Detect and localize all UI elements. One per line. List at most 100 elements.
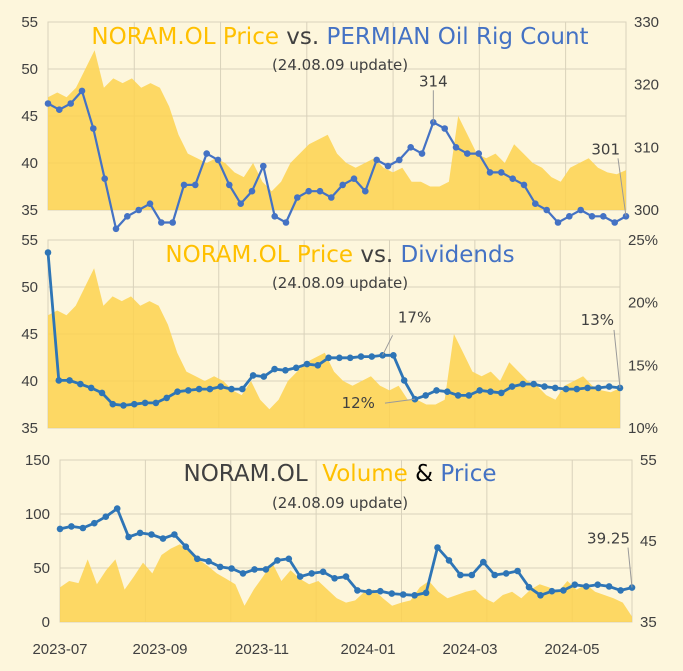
- data-point: [159, 535, 167, 542]
- chart-subtitle-2: (24.08.09 update): [272, 274, 408, 292]
- data-point: [228, 565, 235, 572]
- chart-title-1: NORAM.OL Price vs. PERMIAN Oil Rig Count: [91, 24, 588, 50]
- data-point: [316, 187, 324, 195]
- data-point: [548, 587, 556, 595]
- data-point: [260, 162, 267, 170]
- data-point: [622, 213, 630, 220]
- data-point: [260, 373, 268, 380]
- data-point: [206, 385, 214, 393]
- data-point: [514, 567, 521, 575]
- data-point: [195, 385, 203, 393]
- data-point: [537, 592, 544, 599]
- annotation-label: 301: [591, 140, 620, 158]
- left-axis-tick: 45: [21, 108, 38, 125]
- data-point: [530, 380, 537, 388]
- x-axis-tick: 2024-05: [544, 641, 599, 658]
- right-axis-tick: 15%: [628, 357, 658, 374]
- data-point: [77, 380, 84, 388]
- title-part: Volume: [308, 461, 408, 487]
- data-point: [498, 389, 505, 397]
- data-point: [56, 106, 63, 113]
- data-point: [328, 194, 335, 201]
- data-point: [502, 570, 510, 577]
- data-point: [541, 383, 548, 390]
- data-point: [377, 587, 384, 595]
- data-point: [239, 570, 247, 577]
- data-point: [465, 392, 473, 399]
- data-point: [239, 385, 246, 393]
- annotation-label: 13%: [581, 311, 614, 329]
- annotation-leader-line: [617, 158, 627, 217]
- data-point: [163, 394, 170, 402]
- data-point: [331, 575, 338, 582]
- right-axis-tick: 310: [634, 139, 659, 156]
- area-series-volume: [60, 544, 632, 622]
- data-point: [282, 219, 290, 226]
- data-point: [605, 383, 613, 390]
- data-point: [314, 362, 322, 369]
- data-point: [303, 360, 311, 368]
- chart-title-3: NORAM.OL Volume & Price: [183, 461, 496, 487]
- right-axis-tick: 300: [634, 202, 659, 219]
- left-axis-tick: 40: [21, 155, 38, 172]
- right-axis-tick: 25%: [628, 232, 658, 249]
- data-point: [411, 592, 418, 599]
- data-point: [418, 150, 426, 157]
- annotation-label: 12%: [342, 394, 375, 412]
- data-point: [373, 156, 381, 164]
- data-point: [87, 384, 95, 392]
- data-point: [214, 156, 222, 164]
- data-point: [319, 568, 327, 576]
- data-point: [475, 150, 483, 157]
- data-point: [79, 524, 87, 532]
- annotation-leader-line: [627, 547, 633, 588]
- data-point: [285, 555, 293, 563]
- data-point: [296, 573, 304, 580]
- data-point: [600, 213, 607, 220]
- data-point: [368, 353, 376, 360]
- data-point: [141, 399, 149, 407]
- data-point: [571, 581, 579, 588]
- data-point: [158, 219, 165, 226]
- data-point: [487, 388, 494, 396]
- left-axis-tick: 100: [25, 506, 50, 523]
- data-point: [308, 570, 316, 577]
- data-point: [226, 181, 233, 189]
- title-part: vs.: [353, 242, 401, 268]
- area-series-noram-ol-price: [48, 268, 620, 428]
- data-point: [384, 162, 392, 170]
- left-axis-tick: 35: [21, 420, 38, 437]
- data-point: [388, 590, 396, 597]
- data-point: [566, 213, 573, 220]
- data-point: [480, 558, 487, 566]
- annotation-label: 39.25: [587, 530, 630, 548]
- data-point: [282, 367, 289, 374]
- area-series-noram-ol-price: [48, 50, 626, 211]
- left-axis-tick: 150: [25, 452, 50, 469]
- data-point: [611, 219, 618, 226]
- data-point: [464, 150, 471, 157]
- left-axis-tick: 55: [21, 232, 38, 249]
- data-point: [271, 213, 279, 220]
- data-point: [171, 531, 178, 538]
- data-point: [216, 563, 224, 571]
- data-point: [454, 392, 462, 399]
- title-part: NORAM.OL Price: [165, 242, 353, 268]
- data-point: [325, 354, 332, 362]
- title-part: NORAM.OL Price: [91, 24, 279, 50]
- data-point: [441, 125, 449, 132]
- title-part: PERMIAN Oil Rig Count: [327, 24, 589, 50]
- x-axis-tick: 2023-07: [32, 641, 87, 658]
- annotation-leader-line: [384, 398, 416, 404]
- line-series-permian-oil-rig-count: [47, 89, 627, 230]
- data-point: [55, 377, 63, 384]
- title-part: &: [408, 461, 441, 487]
- data-point: [262, 566, 270, 573]
- data-point: [112, 225, 120, 233]
- left-axis-tick: 50: [33, 560, 50, 577]
- data-point: [407, 144, 415, 151]
- title-part: Dividends: [401, 242, 515, 268]
- data-point: [444, 388, 451, 396]
- data-point: [422, 589, 430, 597]
- data-point: [476, 387, 484, 394]
